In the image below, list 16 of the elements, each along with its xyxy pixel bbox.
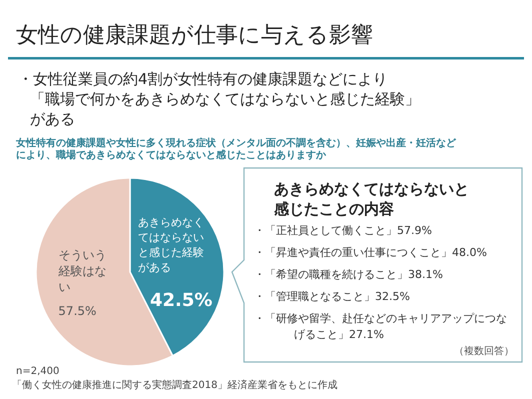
- chart-subtitle: ・女性従業員の約4割が女性特有の健康課題などにより「職場で何かをあきらめなくてはならないと感じた経験」がある: [18, 70, 420, 128]
- slice-label: そういう経験はない: [57, 248, 106, 294]
- text: ・「昇進や責任の重い仕事につくこと」48.0%: [254, 246, 487, 259]
- text: ・「研修や留学、赴任などのキャリアアップにつなげること」27.1%: [254, 312, 507, 341]
- data-label: 42.5%: [150, 290, 212, 311]
- text: ・「希望の職種を続けること」38.1%: [254, 268, 443, 281]
- text: 「働く女性の健康推進に関する実態調査2018」経済産業省をもとに作成: [12, 379, 338, 391]
- data-label: 57.5%: [58, 304, 96, 318]
- text: n=2,400: [16, 366, 60, 377]
- text: 女性特有の健康課題や女性に多く現れる症状（メンタル面の不調を含む）、妊娠や出産・妊活などにより、職場であきらめなくてはならないと感じたことはありますか: [15, 137, 457, 161]
- chart-title: 女性の健康課題が仕事に与える影響: [16, 23, 373, 48]
- slice-label: あきらめなくてはならないと感じた経験がある: [138, 216, 204, 274]
- text: ・「正社員として働くこと」57.9%: [254, 224, 432, 237]
- text: あきらめなくてはならないと感じたことの内容: [273, 180, 469, 218]
- text: （複数回答）: [454, 345, 514, 357]
- text: ・「管理職となること」32.5%: [254, 290, 410, 303]
